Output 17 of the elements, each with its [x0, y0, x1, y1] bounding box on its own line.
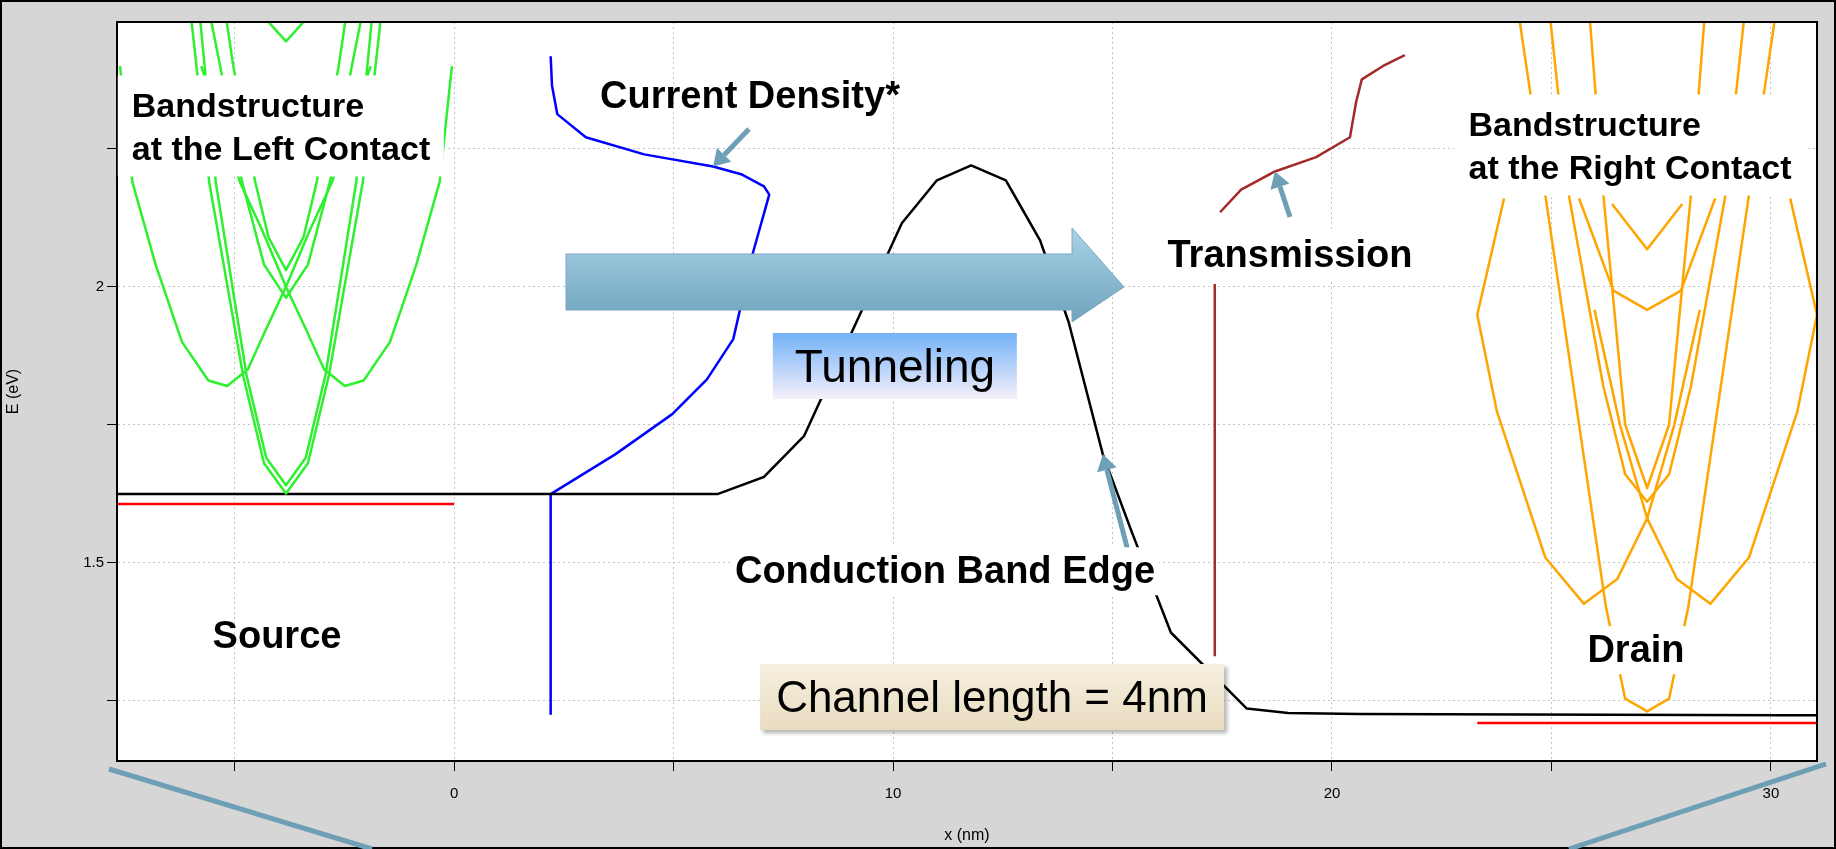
- annotation: Current Density*: [599, 73, 901, 119]
- annotation: Drain: [1583, 626, 1689, 674]
- x-tick-label: 20: [1323, 784, 1341, 802]
- annotation: Transmission: [1163, 231, 1417, 279]
- x-tick-label: 30: [1762, 784, 1780, 802]
- x-tick-label: 0: [449, 784, 459, 802]
- annotation: Tunneling: [772, 333, 1018, 399]
- y-tick-label: 1.5: [83, 552, 104, 570]
- annotation: Conduction Band Edge: [730, 547, 1160, 595]
- annotation: Bandstructure at the Left Contact: [117, 75, 445, 177]
- x-axis-title: x (nm): [944, 825, 990, 843]
- y-tick-label: 2: [95, 276, 104, 294]
- annotation: Channel length = 4nm: [760, 664, 1224, 730]
- x-tick-label: 10: [884, 784, 902, 802]
- y-axis-title: E (eV): [4, 368, 22, 415]
- annotation: Bandstructure at the Right Contact: [1454, 94, 1806, 196]
- annotation: Source: [211, 613, 343, 659]
